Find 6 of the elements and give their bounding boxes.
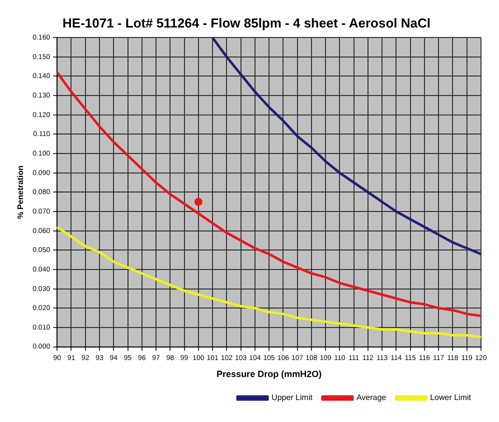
legend-label: Lower Limit xyxy=(430,393,472,402)
y-axis-title: % Penetration xyxy=(16,165,26,219)
x-axis-title: Pressure Drop (mmH2O) xyxy=(216,369,322,380)
legend-label: Average xyxy=(356,393,387,402)
legend-label: Upper Limit xyxy=(272,393,314,402)
chart-title: HE-1071 - Lot# 511264 - Flow 85lpm - 4 sheet - Aerosol NaCl xyxy=(62,15,430,30)
